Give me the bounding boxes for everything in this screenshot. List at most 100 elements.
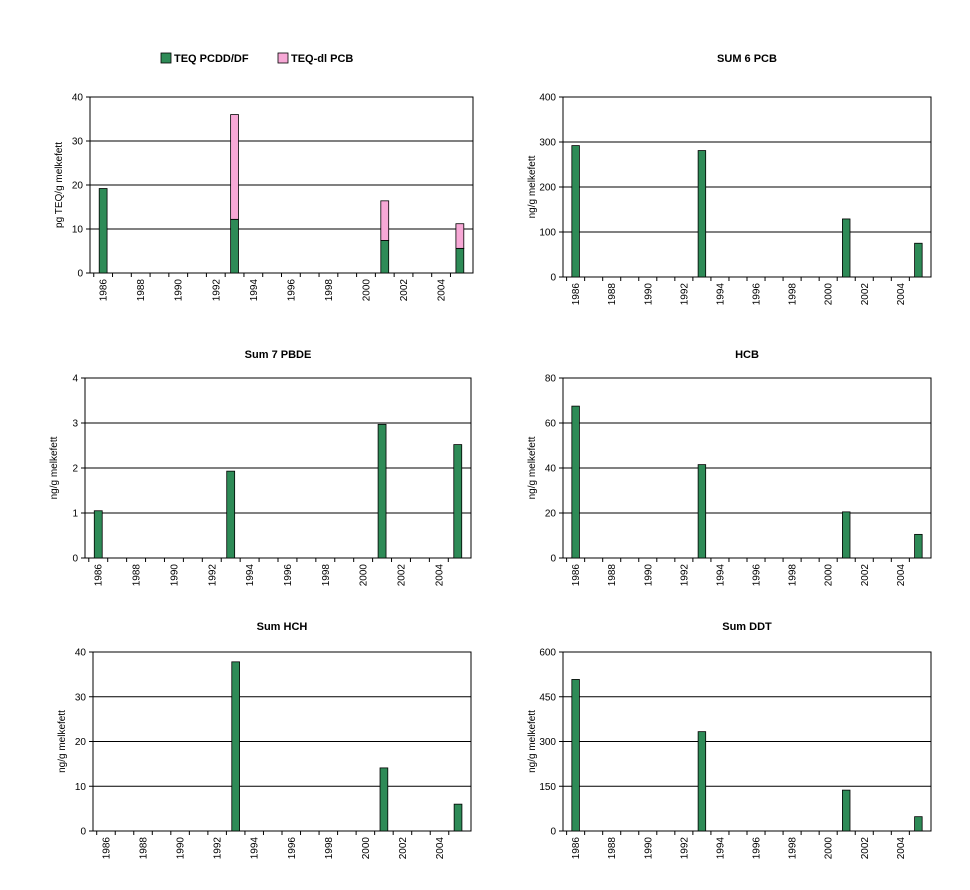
bar-2001-s1 bbox=[380, 240, 390, 274]
x-tick-label: 1990 bbox=[176, 837, 187, 860]
x-tick-label: 2000 bbox=[361, 837, 372, 860]
bar-2005-s1 bbox=[455, 247, 465, 274]
x-tick-label: 1992 bbox=[679, 837, 690, 860]
bar-1993 bbox=[697, 464, 707, 559]
bar-1986-s1 bbox=[98, 188, 108, 274]
y-tick-label: 300 bbox=[539, 138, 556, 149]
bar-1993-s2 bbox=[230, 114, 239, 220]
chart-title: Sum HCH bbox=[257, 621, 308, 633]
bar-1993 bbox=[231, 661, 240, 832]
x-tick-label: 1994 bbox=[715, 564, 726, 587]
y-tick-label: 3 bbox=[72, 419, 78, 430]
chart-2: SUM 6 PCB 0 100 200 300 400 ng/g melkefett 1986… bbox=[527, 53, 932, 306]
x-tick-label: 2004 bbox=[896, 564, 907, 587]
x-tick-label: 1990 bbox=[643, 283, 654, 306]
x-tick-label: 1988 bbox=[607, 837, 618, 860]
x-tick-label: 2004 bbox=[896, 837, 907, 860]
y-tick-label: 2 bbox=[72, 464, 78, 475]
y-tick-label: 30 bbox=[72, 137, 84, 148]
chart-6: Sum DDT 0 150 300 450 600 ng/g melkefett 1986 19… bbox=[527, 621, 932, 860]
y-tick-label: 300 bbox=[539, 737, 556, 748]
x-tick-label: 2002 bbox=[860, 564, 871, 587]
x-tick-label: 1986 bbox=[94, 564, 105, 587]
x-tick-label: 1986 bbox=[99, 279, 110, 302]
x-tick-label: 1992 bbox=[679, 283, 690, 306]
bar-1993-s1 bbox=[230, 218, 239, 274]
x-tick-label: 1986 bbox=[571, 837, 582, 860]
y-axis-label: ng/g melkefett bbox=[527, 710, 538, 773]
chart-3: Sum 7 PBDE 0 1 2 3 4 ng/g melkefett 1986 1988 199… bbox=[49, 349, 472, 587]
x-tick-label: 1988 bbox=[607, 564, 618, 587]
x-tick-label: 1990 bbox=[643, 564, 654, 587]
bar-1986 bbox=[571, 405, 580, 559]
x-tick-label: 2002 bbox=[860, 837, 871, 860]
x-tick-label: 1986 bbox=[101, 837, 112, 860]
x-tick-label: 1996 bbox=[752, 283, 763, 306]
y-tick-label: 1 bbox=[72, 509, 78, 520]
legend: TEQ PCDD/DF TEQ-dl PCB bbox=[160, 52, 353, 65]
bar-2001-s2 bbox=[380, 200, 390, 241]
y-tick-label: 40 bbox=[72, 93, 84, 104]
x-tick-label: 2004 bbox=[437, 279, 448, 302]
chart-4: HCB 0 20 40 60 80 ng/g melkefett 1986 1988 1990 19… bbox=[527, 349, 932, 587]
bar-2005 bbox=[914, 533, 923, 559]
x-tick-label: 1988 bbox=[607, 283, 618, 306]
x-tick-label: 1994 bbox=[715, 283, 726, 306]
y-tick-label: 20 bbox=[545, 509, 557, 520]
x-tick-label: 1992 bbox=[207, 564, 218, 587]
x-tick-label: 2004 bbox=[434, 564, 445, 587]
y-tick-label: 40 bbox=[75, 648, 87, 659]
y-axis-label: ng/g melkefett bbox=[527, 155, 538, 218]
x-tick-label: 1994 bbox=[249, 279, 260, 302]
y-axis-label: ng/g melkefett bbox=[49, 436, 60, 499]
y-tick-label: 20 bbox=[75, 737, 87, 748]
bar-2005 bbox=[914, 242, 923, 278]
x-tick-label: 2002 bbox=[398, 837, 409, 860]
y-tick-label: 0 bbox=[72, 554, 78, 565]
legend-swatch-dlpcb bbox=[277, 52, 289, 64]
y-tick-label: 450 bbox=[539, 692, 556, 703]
x-tick-label: 1990 bbox=[169, 564, 180, 587]
x-tick-label: 1994 bbox=[715, 837, 726, 860]
chart-5: Sum HCH 0 10 20 30 40 ng/g melkefett 1986 1988 19… bbox=[57, 621, 472, 860]
x-tick-label: 1992 bbox=[211, 279, 222, 302]
x-tick-label: 2004 bbox=[896, 283, 907, 306]
x-tick-label: 2000 bbox=[359, 564, 370, 587]
x-tick-label: 2002 bbox=[396, 564, 407, 587]
y-tick-label: 0 bbox=[77, 269, 83, 280]
x-tick-label: 1990 bbox=[643, 837, 654, 860]
x-tick-label: 1998 bbox=[324, 279, 335, 302]
x-tick-label: 1988 bbox=[132, 564, 143, 587]
x-tick-label: 1992 bbox=[679, 564, 690, 587]
x-tick-label: 1986 bbox=[571, 283, 582, 306]
x-tick-label: 1990 bbox=[174, 279, 185, 302]
bar-2005 bbox=[453, 803, 463, 832]
x-tick-label: 1996 bbox=[752, 564, 763, 587]
chart-title: Sum DDT bbox=[722, 621, 772, 633]
y-tick-label: 10 bbox=[72, 225, 84, 236]
x-tick-label: 1992 bbox=[213, 837, 224, 860]
y-tick-label: 150 bbox=[539, 782, 556, 793]
x-tick-label: 1996 bbox=[286, 279, 297, 302]
y-tick-label: 20 bbox=[72, 181, 84, 192]
chart-title: Sum 7 PBDE bbox=[245, 349, 312, 361]
bar-2001 bbox=[379, 767, 389, 832]
bar-2005-s2 bbox=[455, 223, 465, 249]
y-tick-label: 30 bbox=[75, 692, 87, 703]
bar-2005 bbox=[914, 816, 923, 832]
x-tick-label: 1998 bbox=[788, 837, 799, 860]
bar-2001 bbox=[842, 218, 851, 278]
y-tick-label: 0 bbox=[550, 554, 556, 565]
bar-2001 bbox=[842, 511, 851, 559]
y-tick-label: 4 bbox=[72, 374, 78, 385]
x-tick-label: 1998 bbox=[324, 837, 335, 860]
bar-1993 bbox=[226, 470, 236, 559]
y-tick-label: 200 bbox=[539, 183, 556, 194]
chart-title: SUM 6 PCB bbox=[717, 53, 777, 65]
x-tick-label: 2002 bbox=[860, 283, 871, 306]
x-tick-label: 2004 bbox=[435, 837, 446, 860]
y-tick-label: 100 bbox=[539, 228, 556, 239]
bar-2001 bbox=[842, 789, 851, 832]
bar-1986 bbox=[571, 679, 580, 832]
